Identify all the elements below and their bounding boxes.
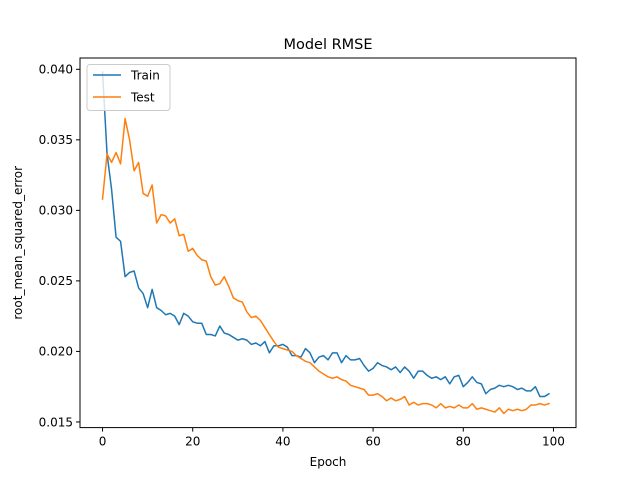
y-tick-label: 0.015 xyxy=(39,415,73,429)
legend-label-train: Train xyxy=(130,68,160,82)
series-line-test xyxy=(101,117,550,415)
y-tick-label: 0.030 xyxy=(39,204,73,218)
x-axis-ticks: 0 20 40 60 80 100 xyxy=(99,427,565,449)
legend-label-test: Test xyxy=(130,90,155,104)
x-axis-label: Epoch xyxy=(310,455,347,469)
axes-frame xyxy=(79,57,577,429)
x-tick-label: 20 xyxy=(185,435,200,449)
y-tick-label: 0.025 xyxy=(39,274,73,288)
y-tick-label: 0.020 xyxy=(39,345,73,359)
x-tick-label: 100 xyxy=(542,435,565,449)
x-tick-label: 40 xyxy=(275,435,290,449)
x-tick-label: 0 xyxy=(99,435,107,449)
x-tick-label: 60 xyxy=(365,435,380,449)
series-line-train xyxy=(101,71,550,398)
y-tick-label: 0.040 xyxy=(39,63,73,77)
x-tick-label: 80 xyxy=(456,435,471,449)
legend-box xyxy=(86,64,171,111)
y-axis-ticks: 0.015 0.020 0.025 0.030 0.035 0.040 xyxy=(39,63,80,429)
series-layer xyxy=(101,71,550,415)
y-tick-label: 0.035 xyxy=(39,133,73,147)
chart-title: Model RMSE xyxy=(283,37,372,53)
y-axis-label: root_mean_squared_error xyxy=(11,166,25,320)
legend: Train Test xyxy=(86,64,171,111)
